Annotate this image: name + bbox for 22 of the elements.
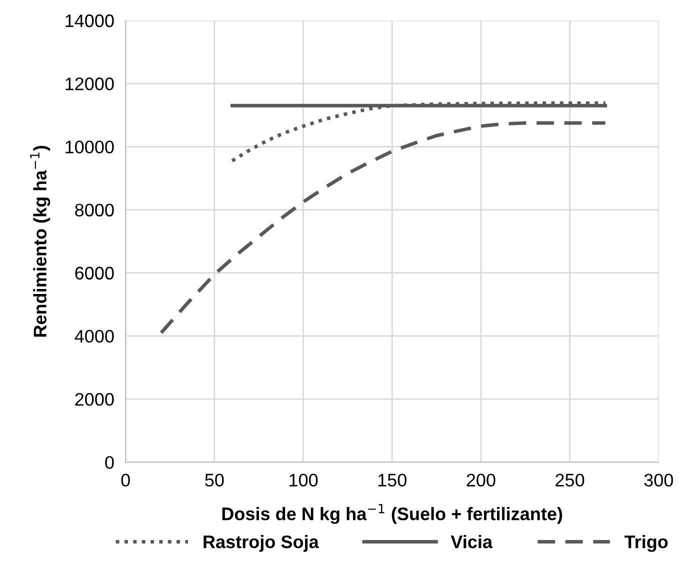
- legend-label: Vicia: [450, 534, 493, 548]
- x-tick-label: 300: [644, 474, 673, 487]
- line-series: [159, 121, 608, 335]
- x-axis-title: Dosis de N kg ha$^{−1}$ (Suelo + fertilizante): [222, 504, 562, 524]
- y-axis-title: Rendimiento (kg ha$^{−1}$): [30, 146, 50, 337]
- y-tick-label: 2000: [75, 392, 114, 406]
- legend-label: Trigo: [624, 534, 668, 552]
- y-tick-label: 4000: [74, 330, 114, 343]
- x-tick-label: 50: [205, 474, 224, 487]
- y-tick-label: 10000: [66, 140, 114, 154]
- x-tick-label: 200: [466, 474, 496, 487]
- x-tick-label: 0: [121, 474, 130, 487]
- y-tick-label: 12000: [66, 78, 114, 90]
- y-tick-label: 8000: [75, 204, 114, 216]
- legend-label: Rastrojo Soja: [204, 534, 319, 552]
- x-tick-label: 150: [378, 474, 406, 487]
- y-tick-label: 0: [105, 456, 114, 469]
- x-tick-label: 100: [290, 474, 318, 487]
- y-tick-label: 14000: [66, 14, 114, 28]
- x-tick-label: 250: [556, 474, 584, 487]
- line-series: [230, 101, 608, 163]
- y-tick-label: 6000: [75, 266, 114, 280]
